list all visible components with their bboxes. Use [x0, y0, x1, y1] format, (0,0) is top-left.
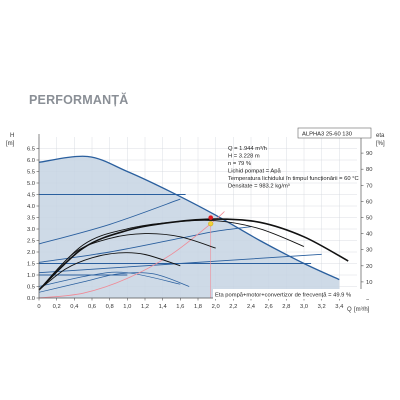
x-tick-label: 0,4 — [70, 304, 79, 310]
right-tick-label: 60 — [366, 199, 372, 205]
model-box: ALPHA3 25-60 130 — [297, 127, 372, 139]
right-tick-label: 80 — [366, 167, 372, 173]
right-tick-label: 50 — [366, 216, 372, 222]
x-tick-label: 1,2 — [141, 304, 149, 310]
x-tick-label: 2,6 — [265, 304, 273, 310]
low-speed-curve — [38, 271, 181, 287]
model-label: ALPHA3 25-60 130 — [302, 132, 352, 138]
efficiency-curve — [38, 233, 216, 291]
x-tick-label: 2,0 — [212, 304, 220, 310]
x-tick-label: 3,4 — [335, 304, 344, 310]
left-tick-label: 3.0 — [27, 227, 35, 233]
left-tick-label: 1.0 — [27, 273, 35, 279]
low-speed-curve — [38, 272, 190, 293]
proportional-pressure-curve — [38, 198, 181, 245]
left-axis-title: H — [10, 133, 14, 139]
efficiency-point-marker — [208, 215, 214, 220]
left-tick-label: 6.5 — [27, 147, 35, 153]
pump-curves — [38, 155, 340, 299]
x-tick-label: 1,8 — [194, 304, 202, 310]
system-curve — [38, 211, 225, 299]
operating-region — [39, 156, 340, 298]
info-temperature: Temperatura lichidului în timpul funcțio… — [228, 176, 359, 182]
x-tick-label: 0 — [37, 304, 40, 310]
x-tick-label: 0,6 — [88, 304, 96, 310]
x-tick-label: 1,4 — [159, 304, 168, 310]
info-q: Q = 1.944 m³/h — [228, 146, 267, 152]
left-tick-label: 4.5 — [27, 193, 35, 199]
right-tick-label: 40 — [366, 232, 372, 238]
right-tick-label: 70 — [366, 183, 372, 189]
efficiency-curve — [38, 219, 305, 291]
duty-point-marker — [208, 221, 214, 227]
left-tick-label: 2.0 — [27, 250, 35, 256]
eta-caption: Eta pompă+motor+convertizor de frecvență… — [215, 293, 351, 299]
left-tick-label: 2.5 — [27, 239, 35, 245]
x-tick-label: 1,0 — [123, 304, 131, 310]
x-tick-label: 0,2 — [53, 304, 61, 310]
x-tick-label: 3,2 — [318, 304, 326, 310]
section-title: PERFORMANȚĂ — [29, 93, 129, 107]
proportional-pressure-curve — [38, 226, 252, 263]
left-tick-label: 0.0 — [27, 296, 35, 302]
max-speed-curve — [38, 155, 340, 281]
info-block: Q = 1.944 m³/h H = 3.228 m n = 79 % Lich… — [228, 146, 359, 190]
info-n: n = 79 % — [228, 161, 251, 167]
info-h: H = 3.228 m — [228, 154, 260, 160]
left-tick-label: 4.0 — [27, 204, 35, 210]
efficiency-curve — [38, 252, 181, 291]
eta-caption-box: Eta pompă+motor+convertizor de frecvență… — [213, 289, 369, 299]
left-axis-unit: [m] — [6, 141, 15, 147]
x-tick-label: 2,4 — [247, 304, 256, 310]
right-axis-title: eta — [376, 133, 385, 139]
left-tick-label: 0.5 — [27, 285, 35, 291]
right-axis-unit: [%] — [376, 141, 385, 147]
efficiency-curves — [38, 218, 349, 291]
right-tick-label: 30 — [366, 248, 372, 254]
x-tick-label: 2,8 — [282, 304, 290, 310]
x-axis-unit: [m³/h] — [354, 307, 370, 313]
x-tick-label: 2,2 — [229, 304, 237, 310]
left-tick-label: 5.0 — [27, 181, 35, 187]
x-tick-label: 1,6 — [176, 304, 184, 310]
left-tick-label: 6.0 — [27, 158, 35, 164]
right-tick-label: 90 — [366, 151, 372, 157]
markers — [208, 215, 214, 227]
chart-axes: 0 0,2 0,4 0,6 0,8 1,0 1,2 1,4 1,6 1,8 2,0 2,2 2,4 2,6… — [27, 134, 372, 310]
x-tick-label: 3,0 — [300, 304, 308, 310]
x-tick-label: 0,8 — [106, 304, 114, 310]
left-tick-label: 3.5 — [27, 216, 35, 222]
info-density: Densitate = 983.2 kg/m³ — [228, 184, 290, 190]
left-tick-label: 5.5 — [27, 170, 35, 176]
left-tick-label: 1.5 — [27, 262, 35, 268]
x-axis-title: Q — [347, 307, 352, 313]
right-tick-label: 10 — [366, 280, 372, 286]
model-box-frame — [297, 127, 372, 139]
right-tick-label: 20 — [366, 264, 372, 270]
axis-titles: H [m] eta [%] Q [m³/h] — [6, 133, 385, 313]
info-liquid: Lichid pompat = Apă — [228, 169, 281, 175]
eta-caption-bg — [213, 289, 369, 299]
